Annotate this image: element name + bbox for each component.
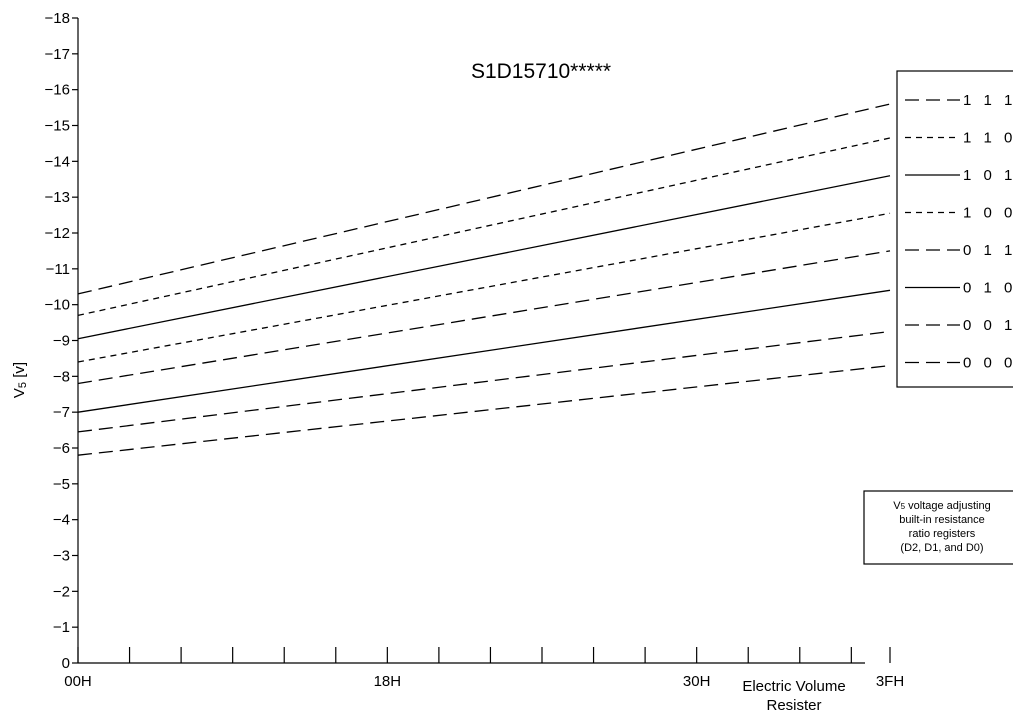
series-lines [77,103,891,456]
y-axis-ticks: 0 −1 −2 −3 −4 −5 −6 −7 −8 −9 −10 −11 −12 −13 −14 −15 −16… [45,10,78,672]
x-axis-label-line-2: Resister [766,697,821,713]
series-line [77,103,891,295]
x-tick-label: 18H [374,673,402,690]
legend-note-line: built-in resistance [899,514,985,526]
y-tick-label: −17 [45,46,70,63]
x-tick-label: 30H [683,673,711,690]
series-line [77,212,891,363]
y-tick-label: −12 [45,225,70,242]
y-tick-label: −2 [53,583,70,600]
legend-label: 1 1 0 [963,130,1013,147]
legend-note-line: ratio registers [909,528,976,540]
series-line [77,137,891,317]
y-tick-label: −10 [45,297,70,314]
y-tick-label: −13 [45,189,70,206]
y-axis-label: V5 [v] [11,362,29,398]
y-tick-label: −3 [53,548,70,565]
y-tick-label: −4 [53,512,70,529]
y-tick-label: 0 [62,655,70,672]
series-line [77,289,891,413]
series-line [77,250,891,385]
x-tick-label: 3FH [876,673,904,690]
y-tick-label: −11 [46,261,70,278]
legend-label: 0 1 0 [963,280,1013,297]
legend-label: 1 0 1 [963,167,1013,184]
y-tick-label: −14 [45,153,70,170]
legend-note-box [863,490,1013,565]
legend-note-line: V5 voltage adjusting [893,500,990,512]
y-tick-label: −16 [45,82,70,99]
x-tick-label: 00H [64,673,92,690]
chart-title: S1D15710***** [471,60,611,83]
x-axis-ticks: 00H 18H 30H 3FH [64,647,904,690]
legend-note: V5 voltage adjusting built-in resistance r… [893,500,990,554]
legend-box [896,70,1013,388]
y-tick-label: −1 [53,619,70,636]
legend-label: 0 0 1 [963,317,1013,334]
y-tick-label: −5 [53,476,70,493]
legend-label: 1 0 0 [963,205,1013,222]
y-tick-label: −18 [45,10,70,27]
legend-note-line: (D2, D1, and D0) [900,542,983,554]
y-tick-label: −8 [53,368,70,385]
series-line [77,330,891,433]
series-line [77,364,891,456]
x-axis-label-line-1: Electric Volume [742,678,845,695]
legend-label: 0 0 0 [963,355,1013,372]
y-tick-label: −15 [45,118,70,135]
y-tick-label: −6 [53,440,70,457]
y-tick-label: −7 [53,404,70,421]
legend-label: 1 1 1 [963,92,1013,109]
y-tick-label: −9 [53,333,70,350]
legend-label: 0 1 1 [963,242,1013,259]
series-line [77,175,891,340]
legend: 1 1 1 1 1 0 1 0 1 1 0 0 0 1 1 0 1 0 0 0 1 0 0 0 [905,92,1013,372]
